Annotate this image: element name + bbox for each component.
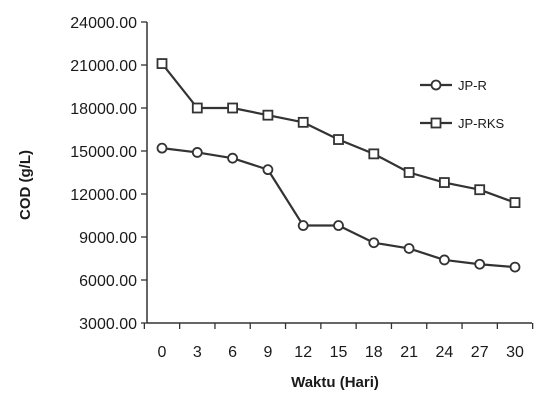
x-tick-label: 15 (330, 344, 348, 361)
data-point-jp-r (156, 142, 168, 154)
legend-marker-jp-r (430, 79, 442, 91)
data-point-jp-rks (403, 167, 415, 178)
x-axis-title: Waktu (Hari) (291, 374, 379, 391)
series-layer (156, 58, 521, 273)
x-tick-label: 18 (365, 344, 383, 361)
y-axis: 3000.00 6000.00 9000.00 12000.00 15000.00 180… (70, 15, 148, 333)
y-tick-label: 15000.00 (70, 144, 137, 161)
legend-label-jp-rks: JP-RKS (458, 116, 505, 131)
data-point-jp-r (403, 243, 415, 254)
data-point-jp-rks (368, 148, 380, 160)
legend: JP-R JP-RKS (420, 78, 505, 131)
x-tick-label: 0 (158, 344, 167, 361)
data-point-jp-rks (333, 134, 344, 145)
data-point-jp-rks (262, 109, 274, 121)
data-point-jp-rks (156, 58, 168, 69)
data-point-jp-rks (474, 184, 486, 196)
data-point-jp-r (262, 164, 274, 176)
x-tick-label: 21 (400, 344, 418, 361)
data-point-jp-r (191, 147, 203, 158)
data-point-jp-rks (509, 197, 521, 209)
x-tick-label: 9 (263, 344, 272, 361)
x-tick-label: 27 (471, 344, 489, 361)
y-axis-title: COD (g/L) (17, 150, 34, 220)
x-tick-label: 6 (228, 344, 237, 361)
x-axis: 0 3 6 9 12 15 18 21 24 27 30 (143, 322, 534, 361)
y-tick-label: 3000.00 (79, 316, 137, 333)
x-tick-label: 12 (294, 344, 312, 361)
y-tick-label: 12000.00 (70, 187, 137, 204)
y-tick-label: 24000.00 (70, 15, 137, 32)
x-tick-label: 24 (436, 344, 454, 361)
y-tick-label: 6000.00 (79, 273, 137, 290)
y-tick-label: 21000.00 (70, 58, 137, 75)
legend-marker-jp-rks (430, 117, 442, 129)
data-point-jp-rks (297, 116, 309, 128)
data-point-jp-r (509, 261, 521, 273)
series-line-jp-r (161, 147, 516, 269)
data-point-jp-r (474, 258, 486, 270)
data-point-jp-rks (227, 102, 239, 114)
y-tick-label: 18000.00 (70, 101, 137, 118)
data-point-jp-r (438, 254, 450, 266)
data-point-jp-rks (191, 102, 203, 114)
data-point-jp-r (333, 220, 344, 231)
x-tick-label: 30 (506, 344, 524, 361)
y-tick-label: 9000.00 (79, 230, 137, 247)
data-point-jp-rks (438, 177, 450, 188)
legend-label-jp-r: JP-R (458, 78, 487, 93)
data-point-jp-r (227, 152, 239, 164)
data-point-jp-r (297, 220, 309, 231)
data-point-jp-r (368, 237, 380, 249)
x-tick-label: 3 (193, 344, 202, 361)
